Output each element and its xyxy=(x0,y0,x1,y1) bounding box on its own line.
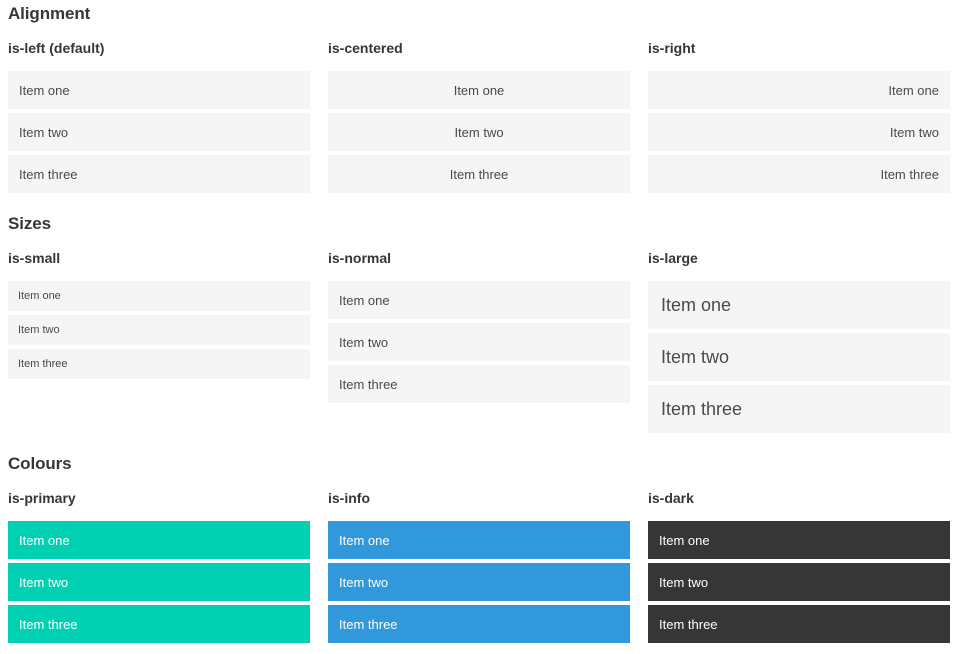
column-is-large: is-large Item one Item two Item three xyxy=(648,234,950,433)
list-item[interactable]: Item one xyxy=(328,71,630,109)
variant-label: is-primary xyxy=(8,490,76,506)
column-is-right: is-right Item one Item two Item three xyxy=(648,24,950,193)
column-is-normal: is-normal Item one Item two Item three xyxy=(328,234,630,433)
variant-label: is-small xyxy=(8,250,61,266)
column-is-left-default: is-left (default) Item one Item two Item… xyxy=(8,24,310,193)
list-item[interactable]: Item one xyxy=(648,521,950,559)
column-is-centered: is-centered Item one Item two Item three xyxy=(328,24,630,193)
list-item[interactable]: Item two xyxy=(648,113,950,151)
list-item[interactable]: Item two xyxy=(328,323,630,361)
variant-label: is-info xyxy=(328,490,370,506)
list-item[interactable]: Item two xyxy=(8,315,310,345)
list-item[interactable]: Item one xyxy=(648,71,950,109)
list-item[interactable]: Item one xyxy=(328,281,630,319)
variant-label: is-left (default) xyxy=(8,40,105,56)
list-item[interactable]: Item one xyxy=(8,521,310,559)
list-item[interactable]: Item two xyxy=(648,563,950,601)
list-item[interactable]: Item two xyxy=(648,333,950,381)
column-is-primary: is-primary Item one Item two Item three xyxy=(8,474,310,643)
item-list: Item one Item two Item three xyxy=(648,71,950,193)
list-item[interactable]: Item two xyxy=(328,563,630,601)
list-item[interactable]: Item three xyxy=(328,365,630,403)
item-list: Item one Item two Item three xyxy=(8,521,310,643)
list-item[interactable]: Item one xyxy=(648,281,950,329)
list-item[interactable]: Item three xyxy=(328,155,630,193)
column-is-info: is-info Item one Item two Item three xyxy=(328,474,630,643)
section-title: Sizes xyxy=(8,214,51,233)
variant-label: is-centered xyxy=(328,40,403,56)
list-item[interactable]: Item two xyxy=(8,113,310,151)
section-title: Colours xyxy=(8,454,72,473)
section-columns: is-small Item one Item two Item three is… xyxy=(8,234,950,433)
list-item[interactable]: Item one xyxy=(8,71,310,109)
section-colours: Colours is-primary Item one Item two Ite… xyxy=(8,454,950,643)
list-item[interactable]: Item three xyxy=(648,155,950,193)
list-item[interactable]: Item two xyxy=(8,563,310,601)
variant-label: is-large xyxy=(648,250,698,266)
item-list: Item one Item two Item three xyxy=(648,521,950,643)
list-item[interactable]: Item three xyxy=(648,605,950,643)
section-alignment: Alignment is-left (default) Item one Ite… xyxy=(8,4,950,193)
section-title: Alignment xyxy=(8,4,91,23)
item-list: Item one Item two Item three xyxy=(328,281,630,403)
item-list: Item one Item two Item three xyxy=(8,71,310,193)
section-columns: is-primary Item one Item two Item three … xyxy=(8,474,950,643)
item-list: Item one Item two Item three xyxy=(8,281,310,379)
column-is-dark: is-dark Item one Item two Item three xyxy=(648,474,950,643)
list-item[interactable]: Item three xyxy=(8,605,310,643)
list-item[interactable]: Item three xyxy=(8,349,310,379)
list-item[interactable]: Item one xyxy=(8,281,310,311)
item-list: Item one Item two Item three xyxy=(648,281,950,433)
section-columns: is-left (default) Item one Item two Item… xyxy=(8,24,950,193)
list-item[interactable]: Item one xyxy=(328,521,630,559)
variant-label: is-right xyxy=(648,40,696,56)
variant-label: is-dark xyxy=(648,490,694,506)
variant-label: is-normal xyxy=(328,250,392,266)
section-sizes: Sizes is-small Item one Item two Item th… xyxy=(8,214,950,433)
item-list: Item one Item two Item three xyxy=(328,521,630,643)
column-is-small: is-small Item one Item two Item three xyxy=(8,234,310,433)
list-item[interactable]: Item three xyxy=(328,605,630,643)
list-item[interactable]: Item three xyxy=(648,385,950,433)
list-item[interactable]: Item three xyxy=(8,155,310,193)
item-list: Item one Item two Item three xyxy=(328,71,630,193)
list-item[interactable]: Item two xyxy=(328,113,630,151)
